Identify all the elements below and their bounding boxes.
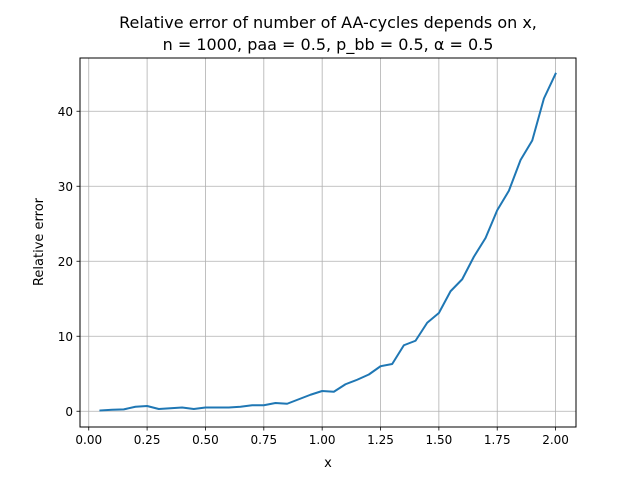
chart-subtitle: n = 1000, paa = 0.5, p_bb = 0.5, α = 0.5 [163,35,494,55]
y-tick-label: 30 [58,180,73,194]
x-tick-label: 2.00 [542,433,569,447]
x-axis-label: x [324,456,332,471]
x-tick-label: 1.50 [426,433,453,447]
x-axis: 0.00 0.25 0.50 0.75 1.00 1.25 1.50 1.75 2.00 [75,427,569,447]
x-tick-label: 1.25 [367,433,394,447]
y-axis-label: Relative error [32,197,47,286]
y-tick-label: 20 [58,255,73,269]
y-tick-label: 10 [58,330,73,344]
plot-area [79,57,577,428]
y-tick-label: 0 [65,405,73,419]
y-axis: 0 10 20 30 40 [58,105,80,419]
data-series [99,72,557,412]
x-tick-label: 1.75 [484,433,511,447]
x-tick-label: 0.75 [250,433,277,447]
y-tick-label: 40 [58,105,73,119]
chart-title: Relative error of number of AA-cycles de… [119,13,537,32]
x-tick-label: 1.00 [309,433,336,447]
grid [80,58,576,427]
x-tick-label: 0.50 [192,433,219,447]
x-tick-label: 0.25 [134,433,161,447]
series-line [99,72,557,412]
x-tick-label: 0.00 [75,433,102,447]
